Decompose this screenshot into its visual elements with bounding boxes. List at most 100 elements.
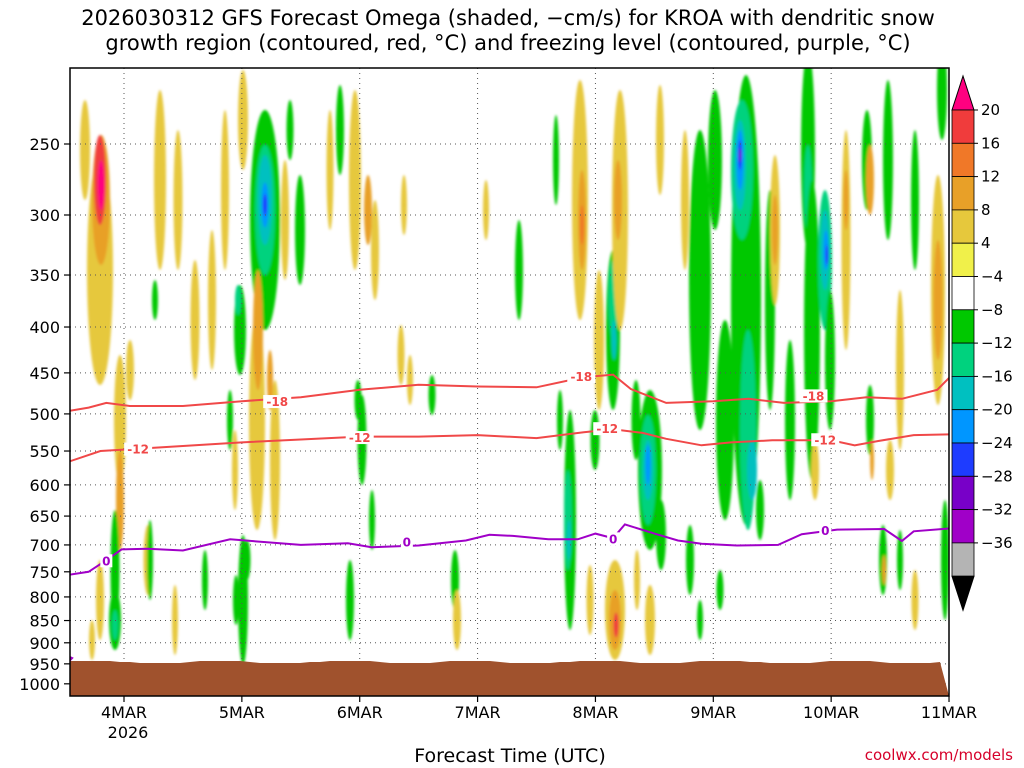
omega-blob	[349, 90, 361, 270]
colorbar-segment	[951, 375, 975, 411]
colorbar-label: −32	[981, 501, 1013, 519]
y-tick-label: 300	[29, 206, 60, 225]
colorbar-bottom-arrow	[951, 575, 975, 612]
colorbar-label: 4	[981, 234, 991, 252]
y-tick-label: 450	[29, 364, 60, 383]
omega-shading-layer	[80, 68, 949, 665]
omega-blob	[515, 220, 523, 320]
omega-blob	[233, 575, 239, 625]
omega-blob	[634, 550, 640, 610]
contour-label: -18	[803, 389, 825, 403]
y-tick-label: 900	[29, 634, 60, 653]
y-tick-label: 550	[29, 442, 60, 461]
omega-blob	[152, 280, 158, 320]
freezing-level-fragment	[70, 655, 74, 662]
omega-blob	[772, 195, 778, 265]
x-tick-label: 8MAR	[572, 703, 618, 722]
omega-blob	[843, 170, 849, 230]
omega-blob	[428, 375, 436, 415]
contour-label-bg	[593, 422, 622, 436]
contour-label-bg	[607, 532, 620, 546]
omega-blob	[286, 100, 294, 160]
omega-blob	[397, 325, 405, 385]
omega-blob	[689, 130, 711, 430]
omega-blob	[747, 440, 757, 500]
omega-blob	[557, 390, 563, 450]
contour-label-bg	[567, 370, 596, 384]
omega-blob	[716, 570, 724, 610]
colorbar-segment	[951, 176, 975, 211]
omega-blob	[208, 230, 216, 370]
omega-blob	[238, 70, 248, 170]
x-tick-label: 5MAR	[219, 703, 265, 722]
omega-blob	[154, 90, 166, 270]
x-tick-label: 4MAR	[101, 703, 147, 722]
y-tick-label: 950	[29, 655, 60, 674]
colorbar: 20 16 12 8 4 −4 −8 −12 −16 −20 −24 −28 −32 −36	[951, 74, 1013, 612]
x-tick-label: 6MAR	[337, 703, 383, 722]
colorbar-label: −20	[981, 401, 1013, 419]
omega-blob	[740, 330, 756, 530]
contour-label: 0	[403, 536, 411, 550]
omega-blob	[756, 480, 764, 540]
omega-blob	[883, 80, 893, 240]
contour-label: -12	[349, 431, 371, 445]
omega-blob	[841, 130, 851, 350]
omega-blob	[911, 130, 919, 270]
omega-blob	[371, 200, 379, 300]
omega-blob	[202, 550, 208, 610]
omega-blob	[295, 175, 305, 285]
omega-blob	[243, 540, 251, 580]
contour-label: -12	[127, 443, 149, 457]
y-tick-label: 350	[29, 266, 60, 285]
omega-blob	[112, 610, 118, 640]
contour-label: -18	[570, 370, 592, 384]
colorbar-label: −12	[981, 334, 1013, 352]
omega-blob	[346, 560, 354, 640]
contour-label: 0	[821, 524, 829, 538]
credit-text: coolwx.com/models	[865, 746, 1013, 764]
omega-blob	[656, 85, 664, 195]
omega-blob	[369, 490, 375, 550]
y-tick-label: 700	[29, 536, 60, 555]
y-tick-label: 400	[29, 318, 60, 337]
pressure-axis: 250 300 350 400 450 500 550 600 650 700 750 800 850 9…	[19, 135, 70, 694]
omega-blob	[235, 285, 241, 315]
omega-blob	[937, 68, 947, 140]
omega-blob	[173, 130, 183, 270]
omega-blob	[407, 355, 413, 405]
omega-blob	[270, 380, 280, 540]
colorbar-label: 12	[981, 168, 1000, 186]
omega-blob	[586, 565, 594, 635]
omega-blob	[870, 440, 874, 480]
omega-blob	[645, 585, 655, 655]
y-tick-label: 650	[29, 507, 60, 526]
contour-label-bg	[799, 389, 828, 403]
omega-blob	[804, 180, 820, 480]
contour-label-bg	[345, 431, 374, 445]
y-tick-label: 800	[29, 588, 60, 607]
temperature-contours: -18 -18 -18 -12 -12 -12 -12 0 0 0 0	[70, 370, 949, 662]
omega-blob	[553, 115, 559, 205]
omega-blob	[126, 340, 134, 400]
omega-blob	[896, 290, 904, 450]
chart-title-line1: 2026030312 GFS Forecast Omega (shaded, −…	[81, 6, 935, 30]
omega-blob	[716, 320, 734, 520]
omega-blob	[401, 175, 407, 235]
omega-blob	[811, 440, 819, 500]
contour-label-bg	[124, 442, 153, 456]
colorbar-label: −24	[981, 434, 1013, 452]
contour-label: -12	[814, 433, 836, 447]
omega-blob	[483, 180, 489, 240]
omega-blob	[825, 290, 835, 430]
colorbar-segment	[951, 409, 975, 444]
contour-label: -18	[266, 395, 288, 409]
colorbar-segment	[951, 442, 975, 477]
omega-blob	[147, 520, 153, 600]
colorbar-segment	[951, 542, 975, 577]
omega-blob	[645, 445, 651, 485]
omega-blob	[190, 260, 200, 380]
omega-blob	[866, 145, 874, 215]
time-axis: 4MAR 5MAR 6MAR 7MAR 8MAR 9MAR 10MAR 11MAR	[101, 696, 977, 722]
colorbar-segment	[951, 342, 975, 377]
